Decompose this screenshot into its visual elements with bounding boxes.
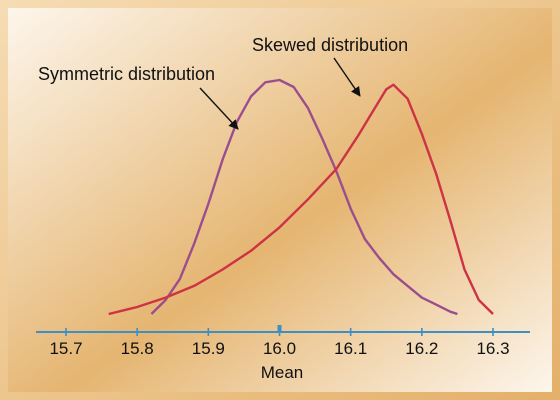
- annotation-skewed: Skewed distribution: [252, 35, 408, 97]
- x-tick-label: 16.1: [334, 339, 367, 358]
- x-tick-label: 15.9: [192, 339, 225, 358]
- annotation-symmetric-arrow: [199, 87, 239, 130]
- curves-layer: [108, 78, 494, 316]
- annotation-skewed-arrow: [333, 57, 361, 97]
- annotation-symmetric: Symmetric distribution: [38, 64, 239, 130]
- annotation-skewed-label: Skewed distribution: [252, 35, 408, 55]
- x-tick-label: 16.2: [405, 339, 438, 358]
- x-tick-label: 16.0: [263, 339, 296, 358]
- annotation-symmetric-label: Symmetric distribution: [38, 64, 215, 84]
- x-axis-title: Mean: [261, 363, 304, 382]
- x-tick-label: 15.8: [121, 339, 154, 358]
- mean-marker: [277, 325, 282, 333]
- skewed-distribution-curve: [108, 83, 494, 316]
- x-tick-label: 15.7: [49, 339, 82, 358]
- x-tick-label: 16.3: [476, 339, 509, 358]
- symmetric-distribution-curve: [150, 78, 458, 316]
- x-axis: 15.7 15.8 15.9 16.0 16.1 16.2 16.3: [36, 325, 530, 358]
